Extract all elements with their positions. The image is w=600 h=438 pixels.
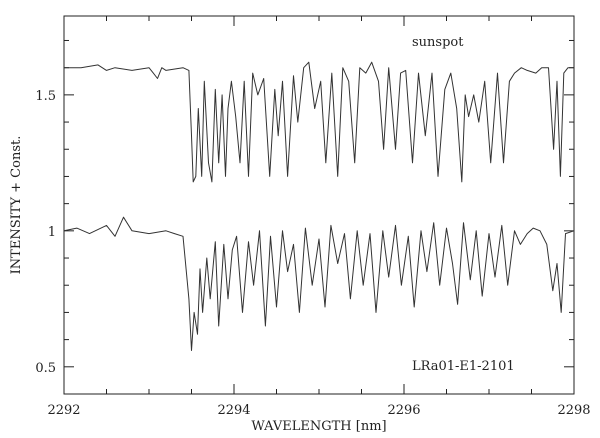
y-tick-label: 0.5: [35, 361, 56, 376]
annotation-lra01: LRa01-E1-2101: [412, 359, 515, 374]
x-axis-label: WAVELENGTH [nm]: [251, 419, 386, 434]
series-group: [63, 61, 575, 351]
series-line-sunspot: [64, 61, 574, 183]
tick-labels: 2292 2294 2296 2298 0.5 1 1.5: [35, 89, 590, 418]
y-tick-label: 1.5: [35, 89, 56, 104]
series-line-lra01: [63, 216, 575, 351]
x-tick-label: 2292: [47, 403, 80, 418]
y-tick-label: 1: [48, 225, 56, 240]
x-tick-label: 2298: [557, 403, 590, 418]
x-tick-label: 2296: [387, 403, 420, 418]
x-tick-label: 2294: [217, 403, 250, 418]
y-axis-label: INTENSITY + Const.: [9, 136, 24, 275]
annotation-sunspot: sunspot: [412, 35, 464, 50]
axis-ticks: [63, 16, 575, 395]
